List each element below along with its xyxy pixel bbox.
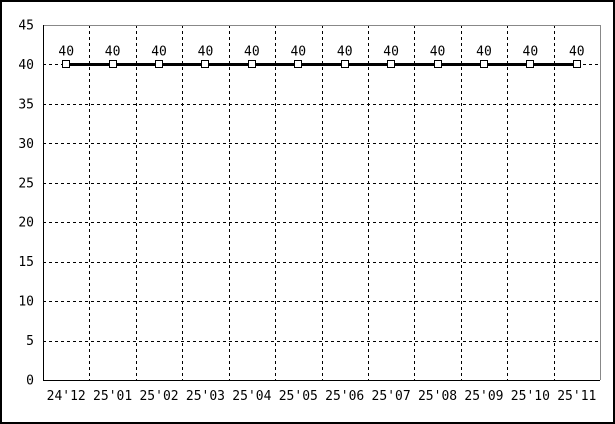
data-point-marker (201, 60, 209, 68)
data-point-label: 40 (198, 44, 214, 59)
data-point-marker (109, 60, 117, 68)
y-tick-label: 0 (26, 374, 34, 389)
x-tick-label: 25'02 (139, 389, 178, 404)
y-tick-label: 5 (26, 334, 34, 349)
y-tick-label: 10 (18, 295, 34, 310)
data-point-label: 40 (523, 44, 539, 59)
data-point-label: 40 (430, 44, 446, 59)
x-tick-label: 25'03 (186, 389, 225, 404)
y-tick-label: 15 (18, 255, 34, 270)
x-tick-label: 24'12 (47, 389, 86, 404)
data-point-marker (62, 60, 70, 68)
x-axis-labels: 24'12 25'01 25'02 25'03 25'04 25'05 25'06 25'07… (47, 389, 597, 404)
x-tick-label: 25'10 (511, 389, 550, 404)
data-point-marker (526, 60, 534, 68)
x-tick-label: 25'05 (279, 389, 318, 404)
data-point-marker (248, 60, 256, 68)
data-series (62, 60, 581, 68)
data-point-marker (294, 60, 302, 68)
x-tick-label: 25'07 (372, 389, 411, 404)
x-tick-label: 25'11 (557, 389, 596, 404)
data-point-marker (480, 60, 488, 68)
x-tick-label: 25'09 (464, 389, 503, 404)
data-point-label: 40 (383, 44, 399, 59)
y-tick-label: 35 (18, 97, 34, 112)
data-point-label: 40 (476, 44, 492, 59)
x-tick-label: 25'06 (325, 389, 364, 404)
data-point-label: 40 (569, 44, 585, 59)
y-tick-label: 30 (18, 137, 34, 152)
data-point-label: 40 (151, 44, 167, 59)
data-point-marker (155, 60, 163, 68)
y-axis-labels: 0 5 10 15 20 25 30 35 40 45 (18, 19, 34, 389)
x-tick-label: 25'01 (93, 389, 132, 404)
y-tick-label: 20 (18, 216, 34, 231)
data-point-label: 40 (244, 44, 260, 59)
data-point-marker (434, 60, 442, 68)
data-point-label: 40 (58, 44, 74, 59)
data-point-marker (387, 60, 395, 68)
plot-borders (43, 25, 601, 381)
y-tick-label: 25 (18, 176, 34, 191)
data-point-label: 40 (290, 44, 306, 59)
data-point-marker (341, 60, 349, 68)
data-point-label: 40 (337, 44, 353, 59)
x-tick-label: 25'04 (232, 389, 271, 404)
y-tick-label: 40 (18, 58, 34, 73)
data-point-labels: 40 40 40 40 40 40 40 40 40 40 40 40 (58, 44, 584, 59)
data-point-marker (573, 60, 581, 68)
data-point-label: 40 (105, 44, 121, 59)
x-tick-label: 25'08 (418, 389, 457, 404)
y-tick-label: 45 (18, 19, 34, 34)
